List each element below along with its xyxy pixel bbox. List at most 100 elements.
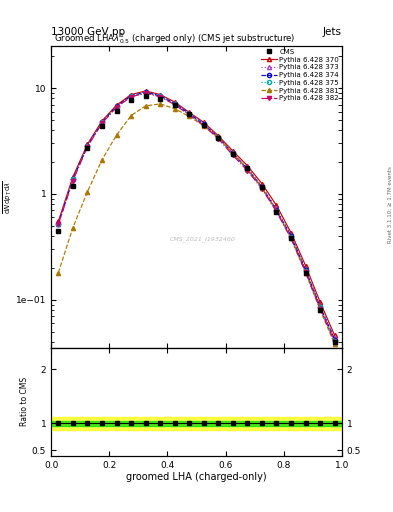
- Pythia 6.428 374: [216, 134, 221, 140]
- Pythia 6.428 373: [202, 120, 206, 126]
- Pythia 6.428 370: [158, 92, 163, 98]
- Pythia 6.428 375: [289, 234, 294, 240]
- Pythia 6.428 382: [143, 90, 148, 96]
- Pythia 6.428 370: [318, 299, 323, 305]
- Text: Rivet 3.1.10; ≥ 1.7M events: Rivet 3.1.10; ≥ 1.7M events: [388, 166, 393, 243]
- Pythia 6.428 375: [173, 101, 177, 108]
- Pythia 6.428 381: [318, 307, 323, 313]
- Pythia 6.428 375: [318, 304, 323, 310]
- Pythia 6.428 382: [114, 104, 119, 110]
- Pythia 6.428 370: [245, 163, 250, 169]
- Line: Pythia 6.428 381: Pythia 6.428 381: [56, 102, 337, 346]
- Pythia 6.428 370: [303, 263, 308, 269]
- Line: Pythia 6.428 382: Pythia 6.428 382: [56, 91, 337, 344]
- Pythia 6.428 374: [100, 119, 105, 125]
- Pythia 6.428 381: [187, 113, 192, 119]
- Pythia 6.428 374: [332, 336, 337, 343]
- Pythia 6.428 382: [85, 143, 90, 150]
- Pythia 6.428 381: [231, 150, 235, 156]
- Pythia 6.428 373: [289, 232, 294, 238]
- Text: CMS_2021_I1932460: CMS_2021_I1932460: [169, 237, 235, 242]
- Pythia 6.428 373: [143, 89, 148, 95]
- Line: Pythia 6.428 373: Pythia 6.428 373: [56, 90, 337, 340]
- Pythia 6.428 373: [158, 92, 163, 98]
- Text: Groomed LHA$\lambda^{1}_{0.5}$ (charged only) (CMS jet substructure): Groomed LHA$\lambda^{1}_{0.5}$ (charged …: [54, 31, 296, 46]
- Pythia 6.428 382: [202, 122, 206, 129]
- Pythia 6.428 370: [71, 174, 75, 180]
- Text: 13000 GeV pp: 13000 GeV pp: [51, 27, 125, 37]
- Pythia 6.428 370: [129, 92, 134, 98]
- Y-axis label: Ratio to CMS: Ratio to CMS: [20, 377, 29, 426]
- Pythia 6.428 381: [114, 132, 119, 138]
- Pythia 6.428 373: [332, 335, 337, 342]
- Pythia 6.428 382: [303, 269, 308, 275]
- Pythia 6.428 370: [231, 148, 235, 154]
- Pythia 6.428 375: [71, 176, 75, 182]
- Pythia 6.428 374: [231, 150, 235, 156]
- Pythia 6.428 374: [260, 184, 264, 190]
- Pythia 6.428 381: [274, 208, 279, 214]
- Pythia 6.428 370: [56, 218, 61, 224]
- Pythia 6.428 375: [187, 111, 192, 117]
- Pythia 6.428 381: [289, 236, 294, 242]
- Pythia 6.428 375: [100, 119, 105, 125]
- Pythia 6.428 381: [303, 270, 308, 276]
- Y-axis label: $\frac{1}{\mathrm{d}N}\frac{\mathrm{d}N}{\mathrm{d}p_T\,\mathrm{d}\lambda}$: $\frac{1}{\mathrm{d}N}\frac{\mathrm{d}N}…: [0, 180, 15, 214]
- Pythia 6.428 374: [114, 103, 119, 109]
- Pythia 6.428 382: [260, 186, 264, 192]
- Pythia 6.428 373: [56, 221, 61, 227]
- Pythia 6.428 382: [274, 208, 279, 215]
- Pythia 6.428 382: [100, 120, 105, 126]
- Pythia 6.428 374: [187, 111, 192, 117]
- Pythia 6.428 381: [216, 134, 221, 140]
- Pythia 6.428 375: [158, 93, 163, 99]
- Pythia 6.428 375: [85, 143, 90, 149]
- Pythia 6.428 375: [143, 90, 148, 96]
- Pythia 6.428 375: [274, 208, 279, 214]
- Pythia 6.428 373: [216, 134, 221, 140]
- Pythia 6.428 374: [202, 121, 206, 127]
- Pythia 6.428 382: [187, 112, 192, 118]
- Pythia 6.428 374: [85, 143, 90, 149]
- Pythia 6.428 382: [318, 306, 323, 312]
- Pythia 6.428 370: [85, 141, 90, 147]
- Pythia 6.428 374: [71, 176, 75, 182]
- Pythia 6.428 370: [289, 229, 294, 236]
- Pythia 6.428 381: [85, 188, 90, 195]
- Pythia 6.428 373: [231, 149, 235, 155]
- Pythia 6.428 370: [260, 181, 264, 187]
- Pythia 6.428 382: [289, 236, 294, 242]
- Pythia 6.428 382: [216, 136, 221, 142]
- Pythia 6.428 381: [260, 185, 264, 191]
- Pythia 6.428 370: [332, 332, 337, 338]
- Pythia 6.428 374: [245, 166, 250, 172]
- Pythia 6.428 373: [114, 103, 119, 109]
- Legend: CMS, Pythia 6.428 370, Pythia 6.428 373, Pythia 6.428 374, Pythia 6.428 375, Pyt: CMS, Pythia 6.428 370, Pythia 6.428 373,…: [260, 48, 340, 103]
- Pythia 6.428 381: [71, 225, 75, 231]
- Pythia 6.428 373: [173, 100, 177, 106]
- Pythia 6.428 373: [274, 205, 279, 211]
- Pythia 6.428 375: [114, 104, 119, 110]
- Pythia 6.428 370: [114, 102, 119, 108]
- Pythia 6.428 374: [56, 221, 61, 227]
- Pythia 6.428 375: [129, 93, 134, 99]
- Pythia 6.428 373: [245, 164, 250, 170]
- Pythia 6.428 382: [71, 178, 75, 184]
- Pythia 6.428 375: [303, 268, 308, 274]
- Pythia 6.428 373: [187, 110, 192, 116]
- Pythia 6.428 381: [332, 341, 337, 347]
- Pythia 6.428 373: [260, 183, 264, 189]
- Pythia 6.428 382: [129, 94, 134, 100]
- Pythia 6.428 382: [56, 221, 61, 227]
- Pythia 6.428 375: [260, 185, 264, 191]
- Pythia 6.428 381: [158, 101, 163, 107]
- Pythia 6.428 370: [100, 118, 105, 124]
- Pythia 6.428 381: [245, 166, 250, 172]
- Pythia 6.428 382: [332, 338, 337, 345]
- Pythia 6.428 373: [85, 143, 90, 149]
- Pythia 6.428 381: [100, 157, 105, 163]
- Pythia 6.428 374: [143, 89, 148, 95]
- Pythia 6.428 373: [303, 266, 308, 272]
- Pythia 6.428 373: [71, 176, 75, 182]
- Pythia 6.428 374: [158, 93, 163, 99]
